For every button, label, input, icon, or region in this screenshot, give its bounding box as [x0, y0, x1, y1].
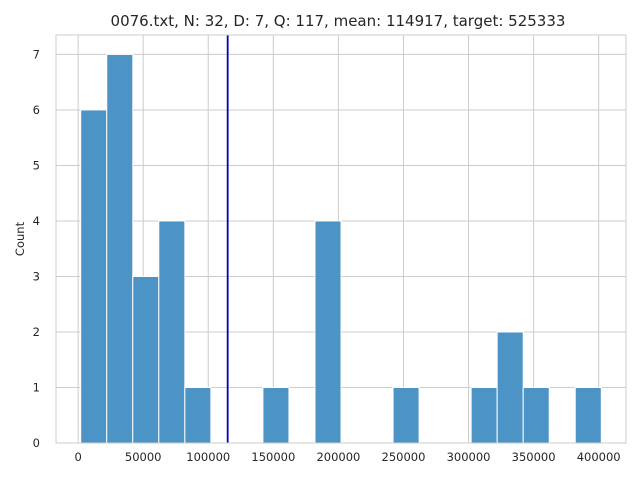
- histogram-bar: [158, 220, 186, 444]
- x-tick-label: 300000: [447, 450, 491, 464]
- x-tick-label: 250000: [382, 450, 426, 464]
- histogram-bar: [262, 386, 290, 444]
- y-tick-label: 4: [33, 214, 40, 228]
- y-tick-label: 5: [33, 158, 40, 172]
- y-tick-label: 1: [33, 380, 40, 394]
- x-tick-label: 350000: [512, 450, 556, 464]
- x-tick-label: 0: [74, 450, 81, 464]
- y-tick-label: 6: [33, 103, 40, 117]
- histogram-bar: [392, 386, 420, 444]
- histogram-bar: [522, 386, 550, 444]
- histogram-bar: [80, 109, 108, 444]
- plot-frame: [55, 34, 627, 444]
- histogram-bar: [574, 386, 602, 444]
- histogram-bar: [106, 53, 134, 444]
- histogram-bar: [184, 386, 212, 444]
- histogram-bar: [314, 220, 342, 444]
- x-axis-ticks: 0 50000 100000 150000 200000 250000 300000 3500…: [74, 450, 620, 464]
- x-tick-label: 150000: [251, 450, 295, 464]
- x-tick-label: 50000: [125, 450, 162, 464]
- histogram-bar: [470, 386, 498, 444]
- y-tick-label: 7: [33, 47, 40, 61]
- x-tick-label: 400000: [577, 450, 621, 464]
- y-tick-label: 2: [33, 325, 40, 339]
- bars: [80, 53, 602, 444]
- y-tick-label: 0: [33, 436, 40, 450]
- y-axis-ticks: 0 1 2 3 4 5 6 7: [33, 47, 40, 450]
- histogram-bar: [496, 331, 524, 444]
- x-tick-label: 200000: [316, 450, 360, 464]
- y-tick-label: 3: [33, 269, 40, 283]
- chart-title: 0076.txt, N: 32, D: 7, Q: 117, mean: 114…: [111, 12, 566, 30]
- histogram-bar: [132, 275, 160, 444]
- x-tick-label: 100000: [186, 450, 230, 464]
- y-axis-label: Count: [13, 221, 27, 256]
